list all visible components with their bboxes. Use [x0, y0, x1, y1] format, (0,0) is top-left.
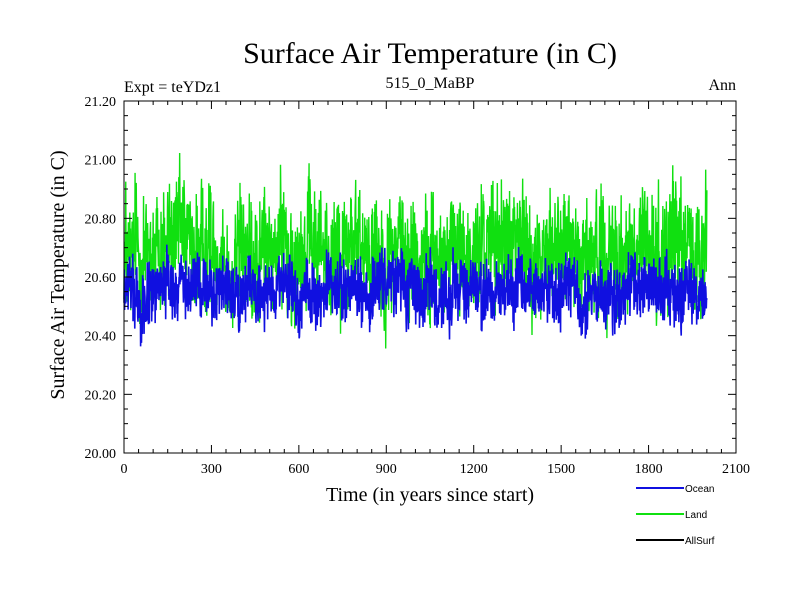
x-axis-label: Time (in years since start): [326, 484, 534, 506]
x-tick-label: 300: [201, 462, 222, 477]
x-tick-label: 900: [376, 462, 397, 477]
x-tick-label: 1800: [635, 462, 663, 477]
x-tick-label: 0: [121, 462, 128, 477]
x-tick-label: 1200: [460, 462, 488, 477]
y-tick-label: 20.40: [85, 330, 117, 345]
y-tick-label: 20.80: [85, 212, 117, 227]
y-tick-label: 20.20: [85, 388, 117, 403]
x-tick-label: 2100: [722, 462, 750, 477]
x-tick-label: 600: [288, 462, 309, 477]
series-line-land: [123, 152, 708, 349]
y-tick-label: 20.60: [85, 271, 117, 286]
axis-layer: 0 300 600 900 1200 1500 1800 2100 20.00 20.20 20.4…: [85, 95, 751, 477]
plot-frame: [123, 100, 737, 454]
y-tick-label: 21.20: [85, 95, 117, 110]
series-line-ocean: [123, 244, 708, 347]
legend-label-ocean: Ocean: [685, 484, 714, 495]
legend: Ocean Land AllSurf: [636, 484, 715, 547]
legend-label-land: Land: [685, 510, 707, 521]
x-tick-label: 1500: [547, 462, 575, 477]
subtitle-right: Ann: [708, 77, 736, 94]
y-tick-label: 21.00: [85, 154, 117, 169]
legend-label-allsurf: AllSurf: [685, 536, 715, 547]
subtitle-center: 515_0_MaBP: [386, 75, 475, 92]
y-tick-label: 20.00: [85, 447, 117, 462]
subtitle-left: Expt = teYDz1: [124, 79, 221, 96]
chart-title: Surface Air Temperature (in C): [243, 37, 617, 70]
series-layer: [123, 152, 708, 349]
y-axis-label: Surface Air Temperature (in C): [47, 150, 69, 399]
